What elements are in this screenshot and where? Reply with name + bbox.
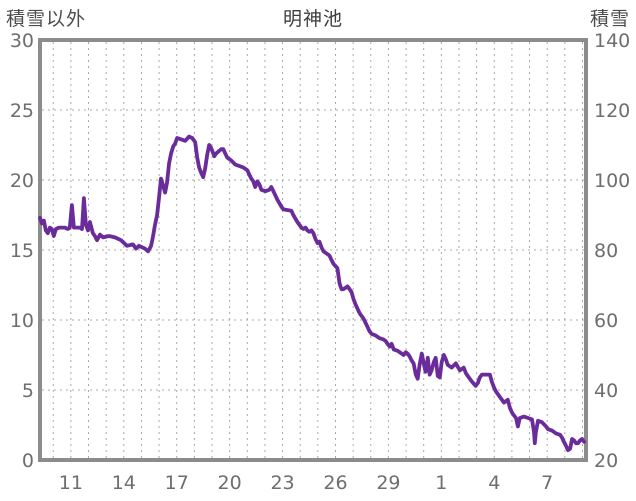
- right-tick-label: 140: [594, 30, 630, 52]
- x-tick-label: 4: [488, 472, 500, 494]
- snow-depth-line: [38, 134, 586, 453]
- x-tick-label: 17: [165, 472, 189, 494]
- left-axis-ticks: 0 5 10 15 20 25 30: [10, 30, 34, 472]
- x-tick-label: 1: [435, 472, 447, 494]
- right-tick-label: 60: [594, 310, 618, 332]
- x-tick-label: 20: [218, 472, 242, 494]
- left-tick-label: 10: [10, 310, 34, 332]
- right-tick-label: 100: [594, 170, 630, 192]
- x-tick-label: 11: [59, 472, 83, 494]
- right-tick-label: 80: [594, 240, 618, 262]
- right-tick-label: 40: [594, 380, 618, 402]
- left-axis-title: 積雪以外: [6, 8, 87, 30]
- x-tick-label: 23: [270, 472, 294, 494]
- right-axis-ticks: 20 40 60 80 100 120 140: [594, 30, 630, 472]
- left-tick-label: 15: [10, 240, 34, 262]
- gridlines: [42, 42, 584, 458]
- left-tick-label: 0: [22, 450, 34, 472]
- right-tick-label: 120: [594, 100, 630, 122]
- left-tick-label: 20: [10, 170, 34, 192]
- x-tick-label: 7: [541, 472, 553, 494]
- left-tick-label: 30: [10, 30, 34, 52]
- plot-frame: [38, 38, 588, 462]
- left-tick-label: 25: [10, 100, 34, 122]
- chart-title: 明神池: [282, 8, 343, 30]
- x-tick-label: 29: [376, 472, 400, 494]
- x-axis-ticks: 11 14 17 20 23 26 29 1 4 7: [59, 472, 553, 494]
- right-tick-label: 20: [594, 450, 618, 472]
- left-tick-label: 5: [22, 380, 34, 402]
- x-tick-label: 26: [323, 472, 347, 494]
- right-axis-title: 積雪: [589, 8, 630, 30]
- x-tick-label: 14: [112, 472, 136, 494]
